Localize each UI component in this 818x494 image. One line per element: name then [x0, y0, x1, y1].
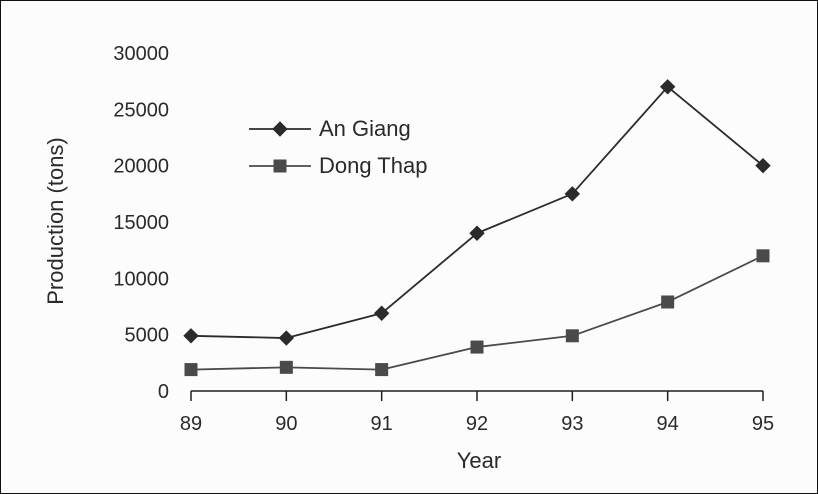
y-tick-label: 20000: [113, 156, 169, 178]
data-point: [756, 249, 770, 263]
data-point: [564, 186, 581, 202]
legend-item-1: An Giang: [249, 116, 411, 141]
data-point: [375, 363, 389, 377]
series-group: [183, 79, 771, 377]
x-tick-label: 91: [371, 413, 393, 435]
legend-marker: [273, 159, 287, 173]
legend-marker: [272, 121, 288, 137]
y-tick-label: 30000: [113, 43, 169, 65]
data-point: [661, 295, 675, 309]
data-point: [659, 79, 676, 95]
y-tick-label: 5000: [125, 325, 170, 347]
x-tick-label: 89: [180, 413, 202, 435]
legend-label: An Giang: [319, 116, 411, 141]
series-2: [184, 249, 770, 377]
axes: [190, 390, 764, 401]
data-point: [279, 360, 293, 374]
x-tick-label: 95: [752, 413, 774, 435]
data-point: [565, 329, 579, 343]
data-point: [184, 363, 198, 377]
y-axis-title: Production (tons): [43, 137, 68, 305]
data-point: [183, 328, 199, 344]
legend-item-2: Dong Thap: [249, 153, 427, 178]
legend: An Giang Dong Thap: [249, 116, 427, 178]
tick-labels: 89 90 91 92 93 94 95 0 5000 10000 15000 20000 25000 3…: [113, 43, 774, 435]
data-point: [278, 330, 295, 346]
data-point: [755, 157, 771, 174]
series-line: [190, 85, 764, 339]
data-point: [470, 340, 484, 354]
x-tick-label: 92: [466, 413, 488, 435]
x-axis-title: Year: [457, 448, 501, 473]
series-1: [183, 79, 771, 346]
y-tick-label: 15000: [113, 212, 169, 234]
x-tick-label: 90: [275, 413, 297, 435]
y-tick-label: 10000: [113, 268, 169, 290]
data-point: [469, 225, 485, 241]
data-point: [373, 305, 390, 321]
x-tick-label: 94: [657, 413, 679, 435]
legend-label: Dong Thap: [319, 153, 427, 178]
x-tick-label: 93: [561, 413, 583, 435]
y-tick-label: 0: [158, 381, 169, 403]
y-tick-label: 25000: [113, 99, 169, 121]
